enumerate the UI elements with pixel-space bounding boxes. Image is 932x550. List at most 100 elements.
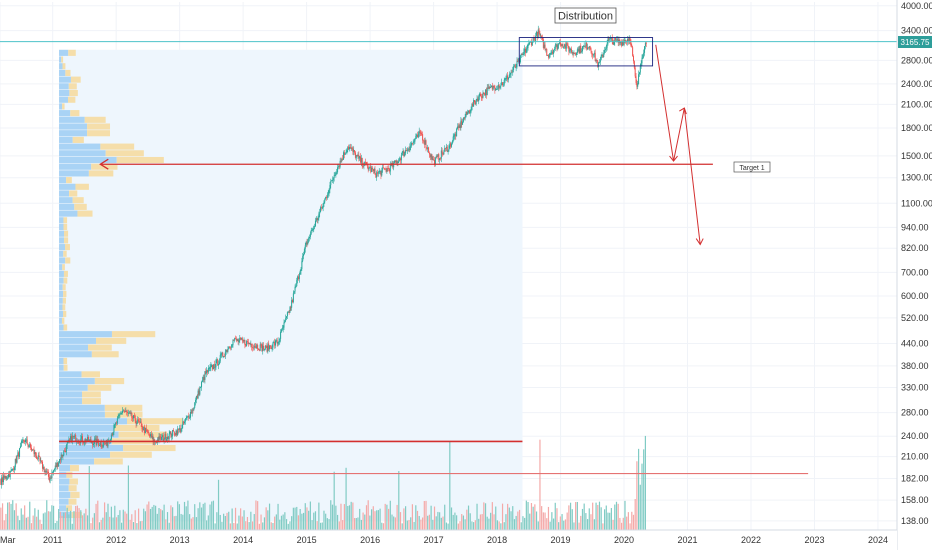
candle-body [392, 162, 394, 168]
candle-body [564, 44, 566, 47]
volume-bar [614, 504, 616, 530]
volume-bar [143, 508, 145, 530]
profile-bar-down [88, 170, 114, 177]
candle-body [159, 436, 161, 438]
candle-body [52, 472, 54, 474]
volume-bar [192, 517, 194, 530]
profile-bar-up [59, 244, 66, 251]
profile-bar-up [59, 331, 112, 338]
candle-body [542, 39, 544, 48]
volume-bar [632, 514, 635, 530]
candle-body [604, 49, 606, 51]
time-tick-label: 2018 [487, 535, 507, 545]
volume-bar [175, 515, 177, 530]
annotation-labels: Distribution Target 1 3165.75 [554, 7, 932, 173]
time-axis[interactable]: Mar 2011 2012 2013 2014 2015 2016 2017 2018 2019 2… [0, 529, 897, 550]
candle-body [464, 117, 466, 119]
candle-body [47, 471, 49, 473]
candle-body [257, 349, 259, 350]
candle-body [241, 338, 243, 341]
volume-bar [299, 509, 301, 530]
volume-bar [326, 518, 328, 530]
candle-body [100, 442, 102, 446]
candle-body [138, 421, 140, 423]
candle-body [456, 128, 458, 137]
candle-body [107, 441, 109, 447]
volume-bar [583, 503, 585, 530]
candle-body [366, 164, 368, 167]
volume-bar [20, 508, 22, 530]
candle-body [627, 38, 629, 43]
volume-bar [498, 521, 500, 530]
volume-bar [194, 504, 196, 530]
volume-bar [178, 504, 181, 530]
volume-bar [149, 508, 152, 530]
volume-bar [464, 519, 466, 530]
profile-bar-up [59, 398, 83, 405]
volume-bar [490, 512, 492, 530]
candle-body [125, 410, 127, 412]
candle-body [631, 45, 633, 48]
target-arrow-head [99, 158, 109, 170]
volume-bar [593, 519, 595, 530]
candle-body [64, 450, 66, 452]
candle-body [87, 436, 89, 442]
candle-body [584, 45, 586, 47]
candle-body [235, 337, 237, 339]
candle-body [53, 469, 55, 471]
candle-body [369, 166, 371, 168]
candle-body [621, 42, 623, 46]
candle-body [101, 445, 103, 447]
candle-body [245, 344, 247, 346]
profile-bar-down [87, 123, 111, 130]
volume-bar [69, 510, 72, 530]
volume-bar [564, 519, 567, 530]
candle-body [330, 180, 332, 186]
candle-body [57, 462, 59, 467]
candle-body [578, 48, 580, 54]
candle-body [284, 320, 286, 323]
candle-body [443, 151, 445, 155]
candle-body [301, 261, 303, 269]
candle-body [42, 461, 44, 469]
candle-body [460, 120, 462, 129]
candle-body [620, 42, 622, 44]
volume-bar [364, 514, 366, 530]
candle-body [622, 41, 624, 45]
profile-bar-down [105, 150, 144, 157]
candle-body [505, 77, 507, 79]
price-axis[interactable]: 4000.00 3400.00 2800.00 2400.00 2100.00 1800.… [896, 0, 932, 550]
candle-body [386, 168, 388, 172]
volume-bar [518, 509, 521, 530]
volume-bar [547, 506, 550, 530]
volume-bar [165, 519, 167, 530]
volume-bar [474, 520, 476, 530]
candle-body [124, 411, 126, 413]
candle-body [104, 443, 106, 445]
volume-bar [353, 518, 356, 530]
candle-body [511, 71, 513, 73]
candle-body [292, 293, 294, 303]
candle-body [397, 161, 399, 164]
time-tick-label: 2021 [677, 535, 697, 545]
volume-bar [631, 511, 633, 530]
projection-trough-arrow [669, 155, 678, 162]
profile-bar-down [63, 250, 67, 257]
candle-body [237, 339, 239, 342]
volume-bar [588, 508, 590, 530]
candle-body [568, 47, 570, 52]
volume-bar [24, 505, 26, 530]
volume-bar [495, 506, 497, 530]
profile-bar-down [66, 177, 72, 184]
volume-bar [37, 509, 39, 530]
volume-bar [316, 521, 318, 530]
profile-bar-up [59, 83, 69, 90]
candle-body [48, 476, 50, 481]
volume-bar [440, 517, 442, 530]
volume-bar [93, 513, 95, 530]
candle-body [415, 135, 417, 140]
candle-body [500, 84, 502, 87]
candle-body [597, 61, 599, 67]
candle-body [289, 307, 291, 313]
